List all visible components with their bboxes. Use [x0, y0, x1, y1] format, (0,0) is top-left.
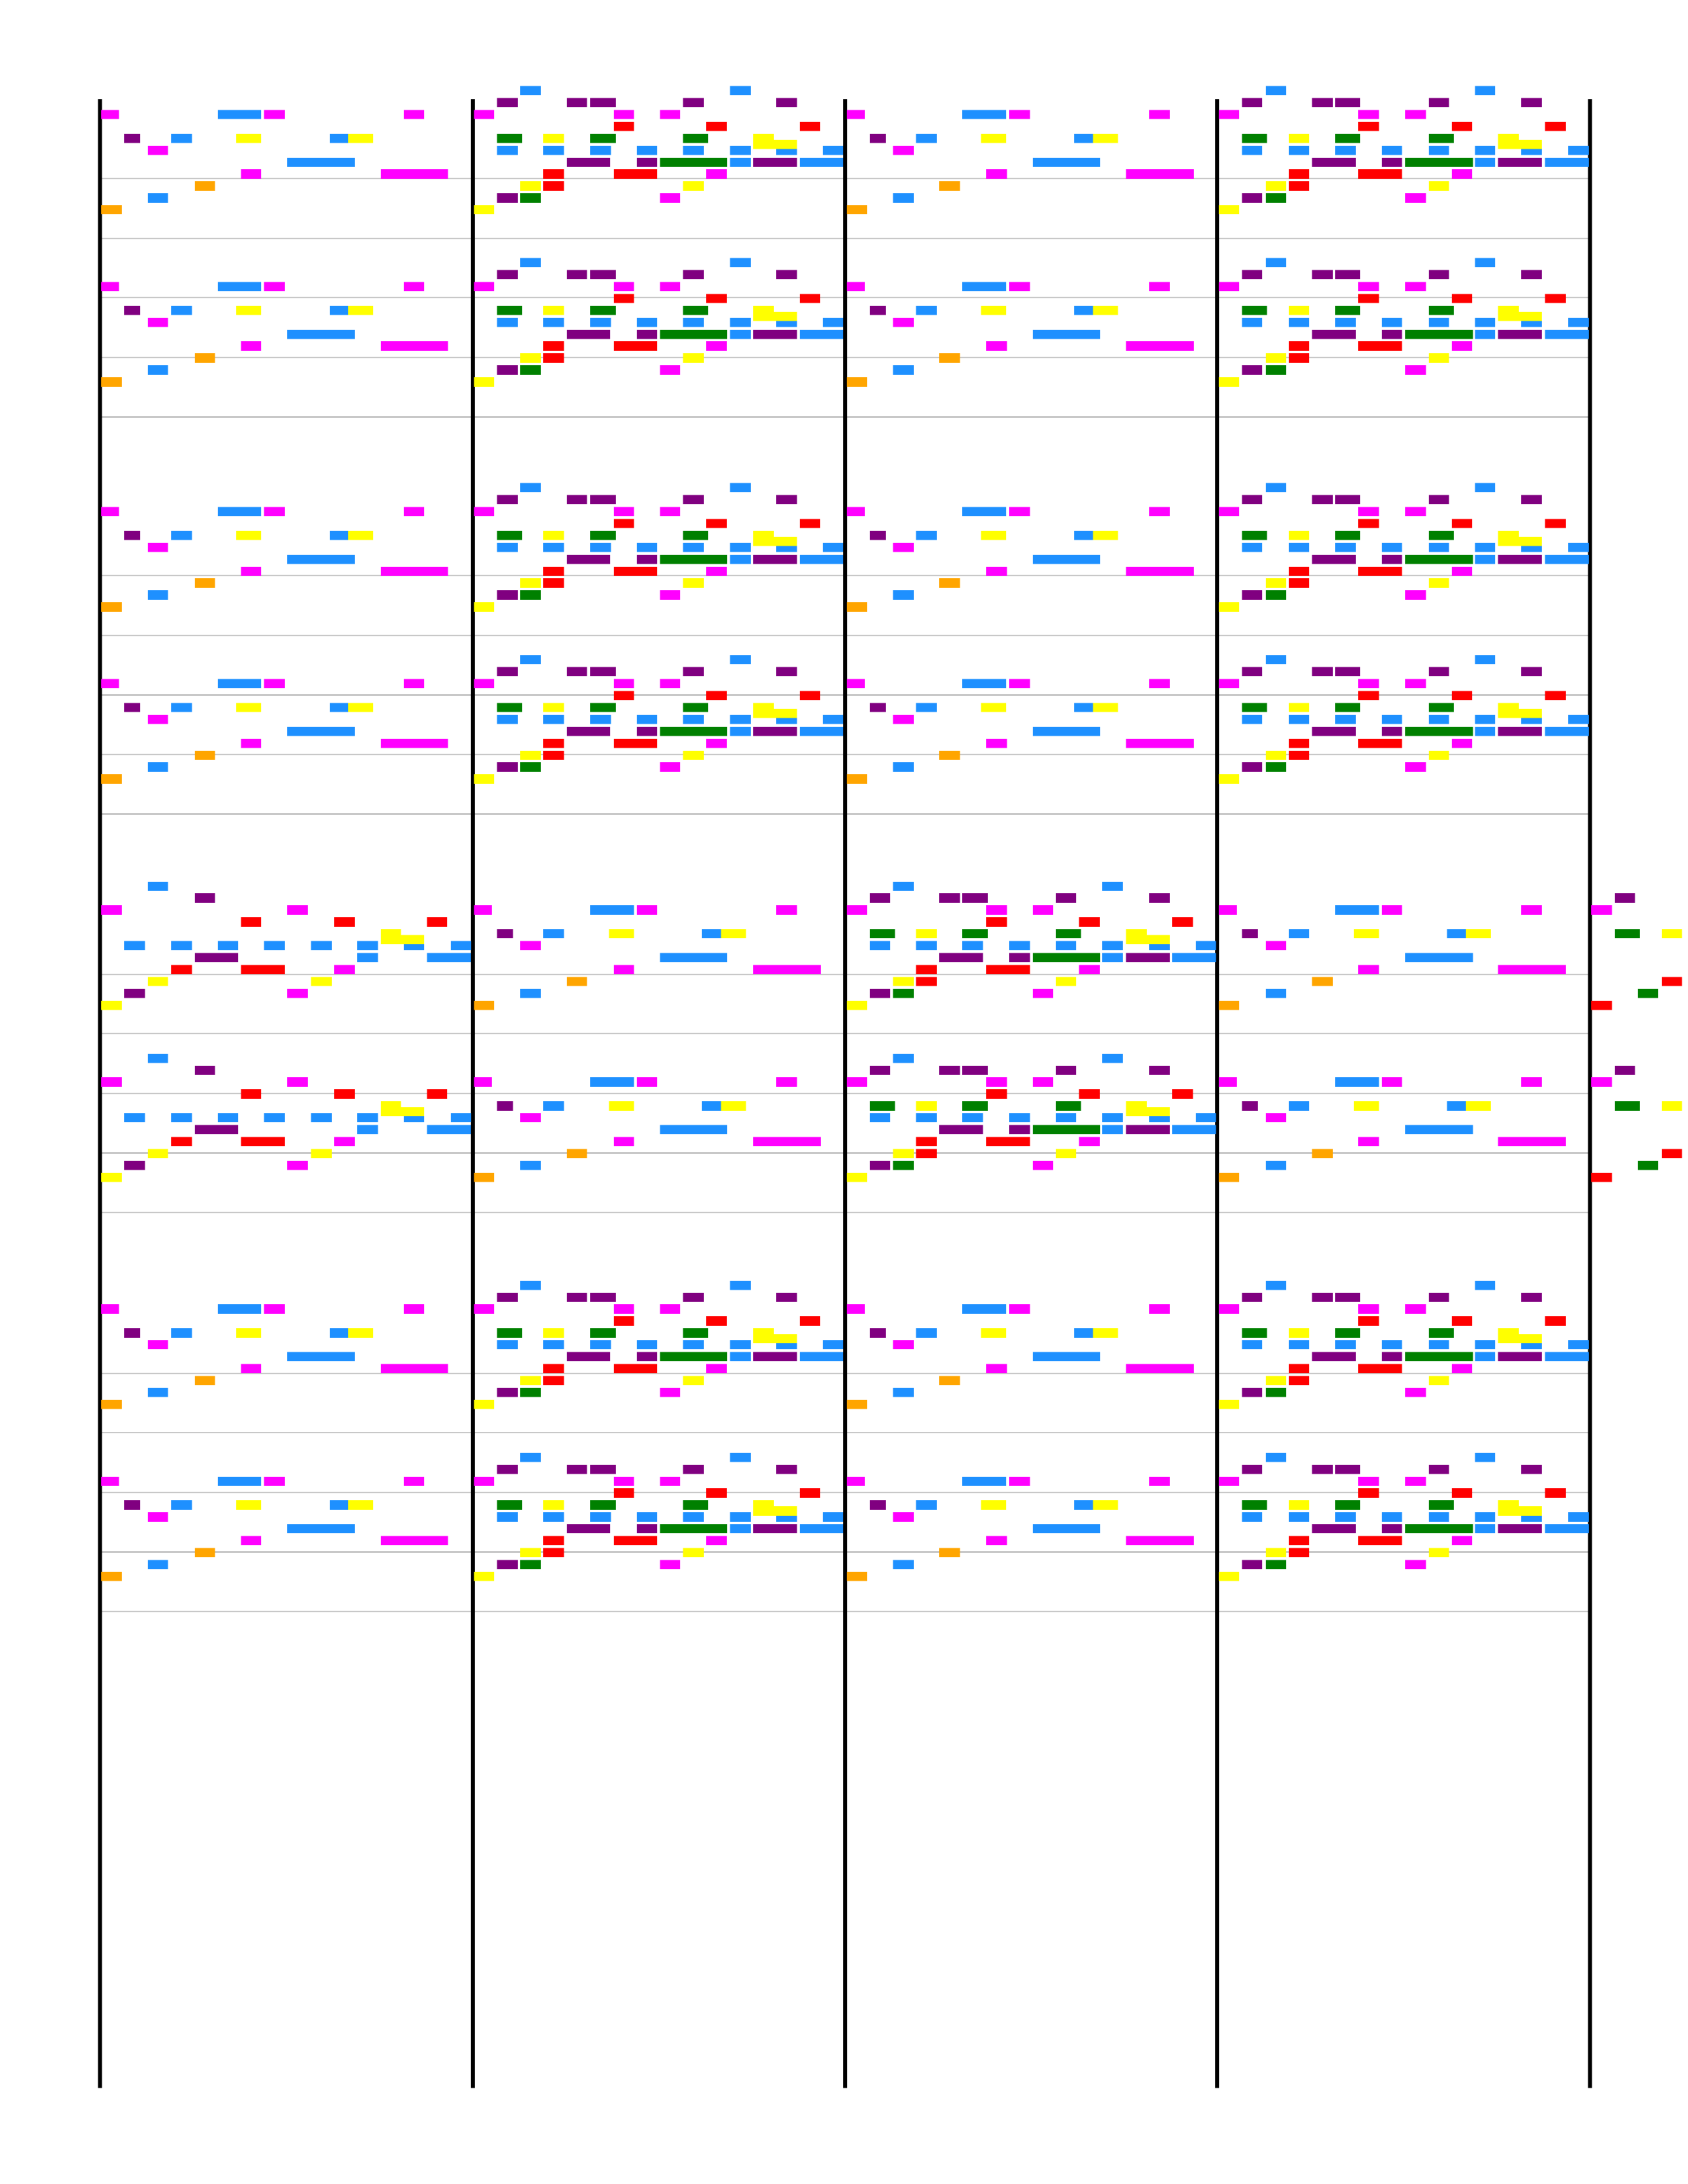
score-canvas — [0, 0, 1688, 2184]
